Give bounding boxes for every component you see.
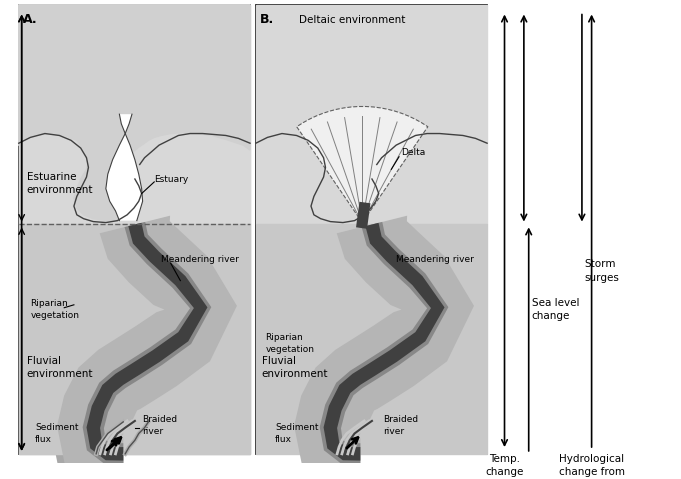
Polygon shape bbox=[106, 114, 142, 221]
Polygon shape bbox=[19, 5, 250, 215]
Text: Sea level
change: Sea level change bbox=[532, 298, 579, 321]
Text: Fluvial
environment: Fluvial environment bbox=[27, 356, 93, 379]
Text: Sediment
flux: Sediment flux bbox=[275, 423, 319, 444]
Text: Braided
river: Braided river bbox=[142, 415, 177, 436]
Text: Delta: Delta bbox=[401, 148, 425, 157]
Polygon shape bbox=[86, 223, 208, 461]
Text: Fluvial
environment: Fluvial environment bbox=[262, 356, 328, 379]
Bar bbox=[19, 5, 250, 454]
Polygon shape bbox=[297, 106, 428, 223]
Polygon shape bbox=[19, 223, 250, 454]
Text: A.: A. bbox=[22, 12, 37, 25]
Polygon shape bbox=[256, 5, 487, 225]
Text: Estuary: Estuary bbox=[154, 174, 189, 183]
Polygon shape bbox=[82, 222, 211, 465]
Text: Meandering river: Meandering river bbox=[161, 255, 239, 264]
Polygon shape bbox=[294, 216, 474, 479]
Polygon shape bbox=[319, 222, 448, 465]
Polygon shape bbox=[256, 225, 487, 454]
Polygon shape bbox=[19, 5, 250, 223]
Text: Braided
river: Braided river bbox=[383, 415, 419, 436]
Polygon shape bbox=[19, 5, 250, 221]
Polygon shape bbox=[59, 217, 234, 479]
Polygon shape bbox=[57, 216, 237, 479]
Text: Sediment
flux: Sediment flux bbox=[35, 423, 79, 444]
Text: Storm
surges: Storm surges bbox=[585, 259, 620, 283]
Text: B.: B. bbox=[259, 12, 274, 25]
Polygon shape bbox=[50, 214, 244, 479]
Text: Temp.
change: Temp. change bbox=[486, 454, 524, 477]
Text: Riparian
vegetation: Riparian vegetation bbox=[31, 299, 80, 320]
Bar bbox=[256, 5, 487, 454]
Text: Estuarine
environment: Estuarine environment bbox=[27, 172, 93, 195]
Text: Deltaic environment: Deltaic environment bbox=[300, 14, 406, 24]
Text: Riparian
vegetation: Riparian vegetation bbox=[266, 333, 315, 354]
Text: Hydrological
change from: Hydrological change from bbox=[558, 454, 624, 477]
Polygon shape bbox=[19, 5, 250, 225]
Polygon shape bbox=[323, 223, 445, 461]
Polygon shape bbox=[19, 225, 250, 454]
Text: Meandering river: Meandering river bbox=[396, 255, 474, 264]
